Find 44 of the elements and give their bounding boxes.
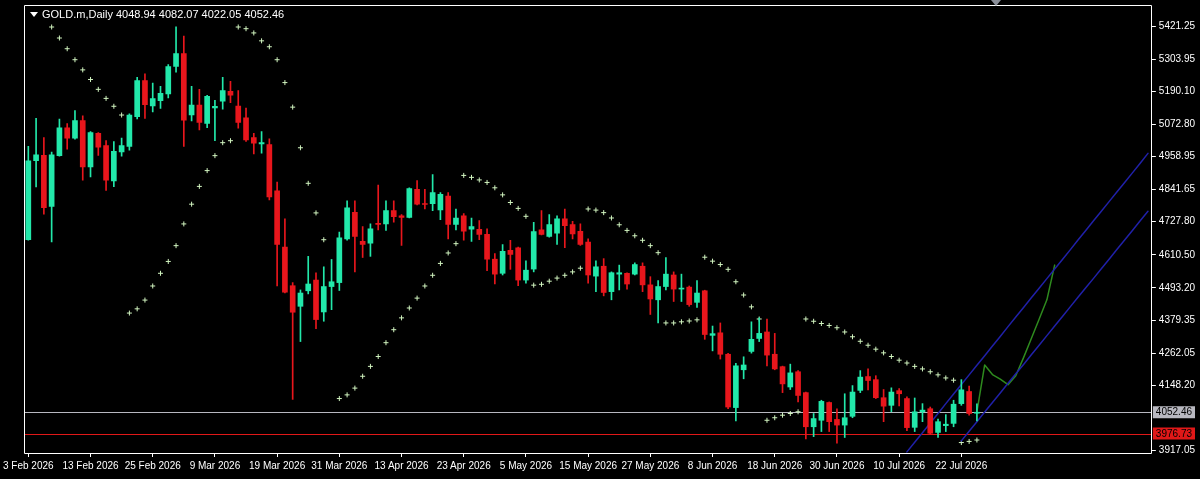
- x-tick-label: 15 May 2026: [559, 459, 618, 471]
- candlestick: [375, 184, 382, 231]
- candlestick: [305, 256, 312, 295]
- candlestick: [422, 188, 428, 210]
- x-tick-label: 10 Jul 2026: [873, 459, 926, 471]
- y-tick-label: 5072.80: [1158, 118, 1196, 130]
- candlestick: [841, 393, 848, 438]
- x-tick-label: 27 May 2026: [621, 459, 680, 471]
- x-tick-label: 9 Mar 2026: [189, 459, 241, 471]
- x-tick-label: 3 Feb 2026: [3, 459, 55, 471]
- ref-line-label: 4052.46: [1155, 406, 1193, 418]
- x-tick-label: 31 Mar 2026: [311, 459, 368, 471]
- chart-title: GOLD.m,Daily 4048.94 4082.07 4022.05 4052.46: [42, 8, 285, 21]
- y-tick-label: 4262.05: [1158, 346, 1196, 358]
- ref-line-label: 3976.73: [1155, 427, 1193, 439]
- y-tick-label: 4610.50: [1158, 248, 1196, 260]
- candlestick: [212, 100, 218, 142]
- candlestick: [33, 118, 39, 188]
- candlestick: [896, 388, 902, 407]
- x-tick-label: 22 Jul 2026: [935, 459, 988, 471]
- y-tick-label: 5190.10: [1158, 85, 1196, 97]
- y-tick-label: 4727.80: [1158, 215, 1196, 227]
- y-tick-label: 4841.65: [1158, 183, 1196, 195]
- candlestick: [616, 264, 623, 291]
- y-tick-label: 4958.95: [1158, 150, 1196, 162]
- y-tick-label: 5303.95: [1158, 52, 1196, 64]
- candlestick: [561, 208, 568, 248]
- candlestick: [942, 414, 949, 432]
- x-tick-label: 18 Jun 2026: [747, 459, 803, 471]
- y-tick-label: 4493.20: [1158, 281, 1196, 293]
- y-tick-label: 5421.25: [1158, 19, 1196, 31]
- x-tick-label: 13 Feb 2026: [62, 459, 120, 471]
- x-tick-label: 5 May 2026: [499, 459, 553, 471]
- candlestick: [974, 403, 980, 422]
- candlestick: [289, 282, 296, 400]
- x-tick-label: 23 Apr 2026: [436, 459, 492, 471]
- x-tick-label: 30 Jun 2026: [809, 459, 865, 471]
- x-tick-label: 8 Jun 2026: [687, 459, 738, 471]
- x-tick-label: 19 Mar 2026: [249, 459, 306, 471]
- x-tick-label: 25 Feb 2026: [124, 459, 182, 471]
- y-tick-label: 4148.20: [1158, 378, 1196, 390]
- y-tick-label: 4379.35: [1158, 313, 1196, 325]
- y-tick-label: 3917.05: [1158, 444, 1196, 456]
- x-tick-label: 13 Apr 2026: [374, 459, 429, 471]
